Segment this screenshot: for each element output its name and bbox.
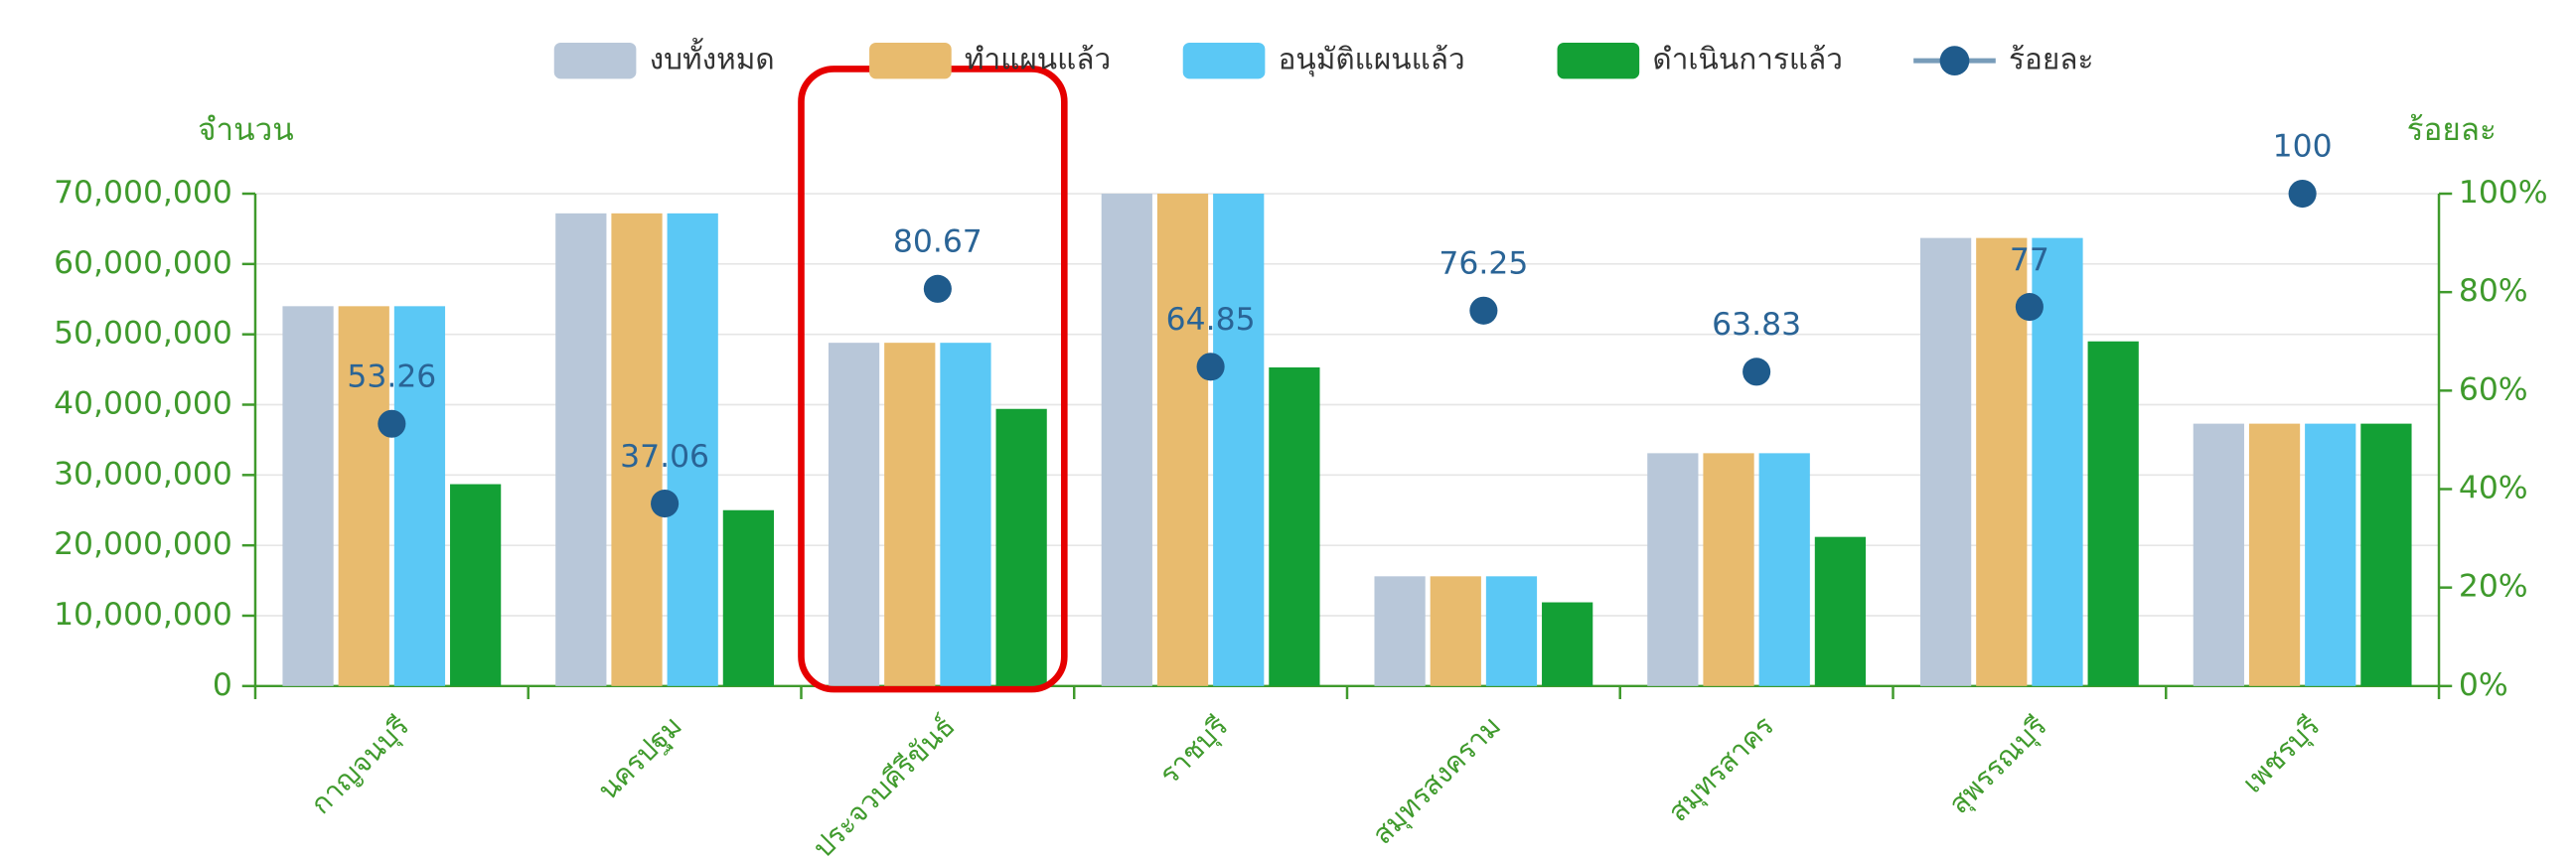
percent-marker	[378, 409, 406, 438]
legend-label: ทำแผนแล้ว	[965, 43, 1111, 77]
percent-label: 53.26	[347, 358, 436, 394]
x-tick-label: ประจวบคีรีขันธ์	[807, 709, 962, 860]
legend-marker	[1939, 46, 1970, 76]
percent-marker	[923, 274, 952, 303]
x-tick-label: กาญจนบุรี	[304, 709, 416, 821]
y2-axis-title: ร้อยละ	[2407, 112, 2497, 148]
y2-tick-label: 20%	[2459, 569, 2528, 605]
bar	[722, 509, 775, 686]
percent-label: 76.25	[1439, 245, 1528, 281]
bar	[1430, 576, 1481, 686]
bar	[1156, 194, 1209, 686]
percent-label: 100	[2273, 129, 2333, 165]
x-tick-label: สมุทรสงคราม	[1366, 709, 1508, 851]
y-tick-label: 0	[213, 667, 232, 703]
percent-marker	[2288, 179, 2317, 209]
bar	[450, 484, 502, 686]
percent-marker	[651, 490, 680, 518]
bar	[940, 343, 991, 686]
percent-marker	[1743, 358, 1771, 386]
bar	[995, 408, 1047, 686]
percent-label: 64.85	[1166, 302, 1256, 338]
bar	[2305, 423, 2356, 686]
bar	[1647, 453, 1699, 686]
bar	[1758, 453, 1810, 686]
y-axis-title: จำนวน	[198, 112, 294, 148]
bar	[1374, 576, 1426, 686]
y-tick-label: 10,000,000	[54, 597, 232, 633]
legend-label: ดำเนินการแล้ว	[1652, 43, 1843, 77]
bar	[1814, 536, 1867, 686]
bar	[1213, 194, 1265, 686]
y-tick-label: 50,000,000	[54, 316, 232, 352]
bar	[555, 213, 607, 686]
y2-tick-label: 0%	[2459, 667, 2508, 703]
bar	[338, 306, 389, 686]
y2-tick-label: 100%	[2459, 175, 2548, 211]
legend-swatch	[1182, 42, 1266, 79]
y-tick-label: 60,000,000	[54, 245, 232, 281]
percent-marker	[1469, 296, 1498, 325]
bar	[393, 306, 446, 686]
x-tick-label: สุพรรณบุรี	[1942, 709, 2053, 820]
x-tick-label: ราชบุรี	[1153, 709, 1236, 791]
x-tick-label: นครปฐม	[591, 709, 688, 806]
percent-label: 77	[2010, 242, 2049, 278]
bar	[667, 213, 718, 686]
legend-swatch	[553, 42, 637, 79]
y-tick-label: 70,000,000	[54, 175, 232, 211]
legend-label: งบทั้งหมด	[650, 38, 775, 77]
bar	[1919, 237, 1972, 686]
bar	[2193, 423, 2244, 686]
legend-label: อนุมัติแผนแล้ว	[1279, 43, 1465, 77]
bar	[2087, 341, 2139, 686]
percent-marker	[2015, 293, 2044, 322]
x-tick-label: เพชรบุรี	[2236, 709, 2327, 799]
bar	[1703, 453, 1754, 686]
bar	[828, 343, 880, 686]
bar	[282, 306, 334, 686]
bar	[1542, 602, 1593, 686]
y-tick-label: 20,000,000	[54, 526, 232, 562]
bar	[2248, 423, 2301, 686]
y-tick-label: 30,000,000	[54, 456, 232, 492]
percent-marker	[1196, 353, 1225, 381]
bar	[1269, 366, 1320, 686]
y2-tick-label: 80%	[2459, 273, 2528, 309]
bar	[884, 343, 936, 686]
bar	[1101, 194, 1152, 686]
percent-label: 63.83	[1712, 307, 1801, 343]
legend-label: ร้อยละ	[2009, 43, 2093, 77]
percent-label: 80.67	[893, 224, 983, 260]
bar	[1485, 576, 1538, 686]
x-tick-label: สมุทรสาคร	[1661, 709, 1780, 828]
y2-tick-label: 40%	[2459, 470, 2528, 505]
bar	[2360, 423, 2412, 686]
y-tick-label: 40,000,000	[54, 386, 232, 422]
percent-label: 37.06	[620, 439, 709, 475]
legend-swatch	[869, 42, 952, 79]
bar	[611, 213, 663, 686]
legend-swatch	[1557, 42, 1640, 79]
y2-tick-label: 60%	[2459, 371, 2528, 407]
